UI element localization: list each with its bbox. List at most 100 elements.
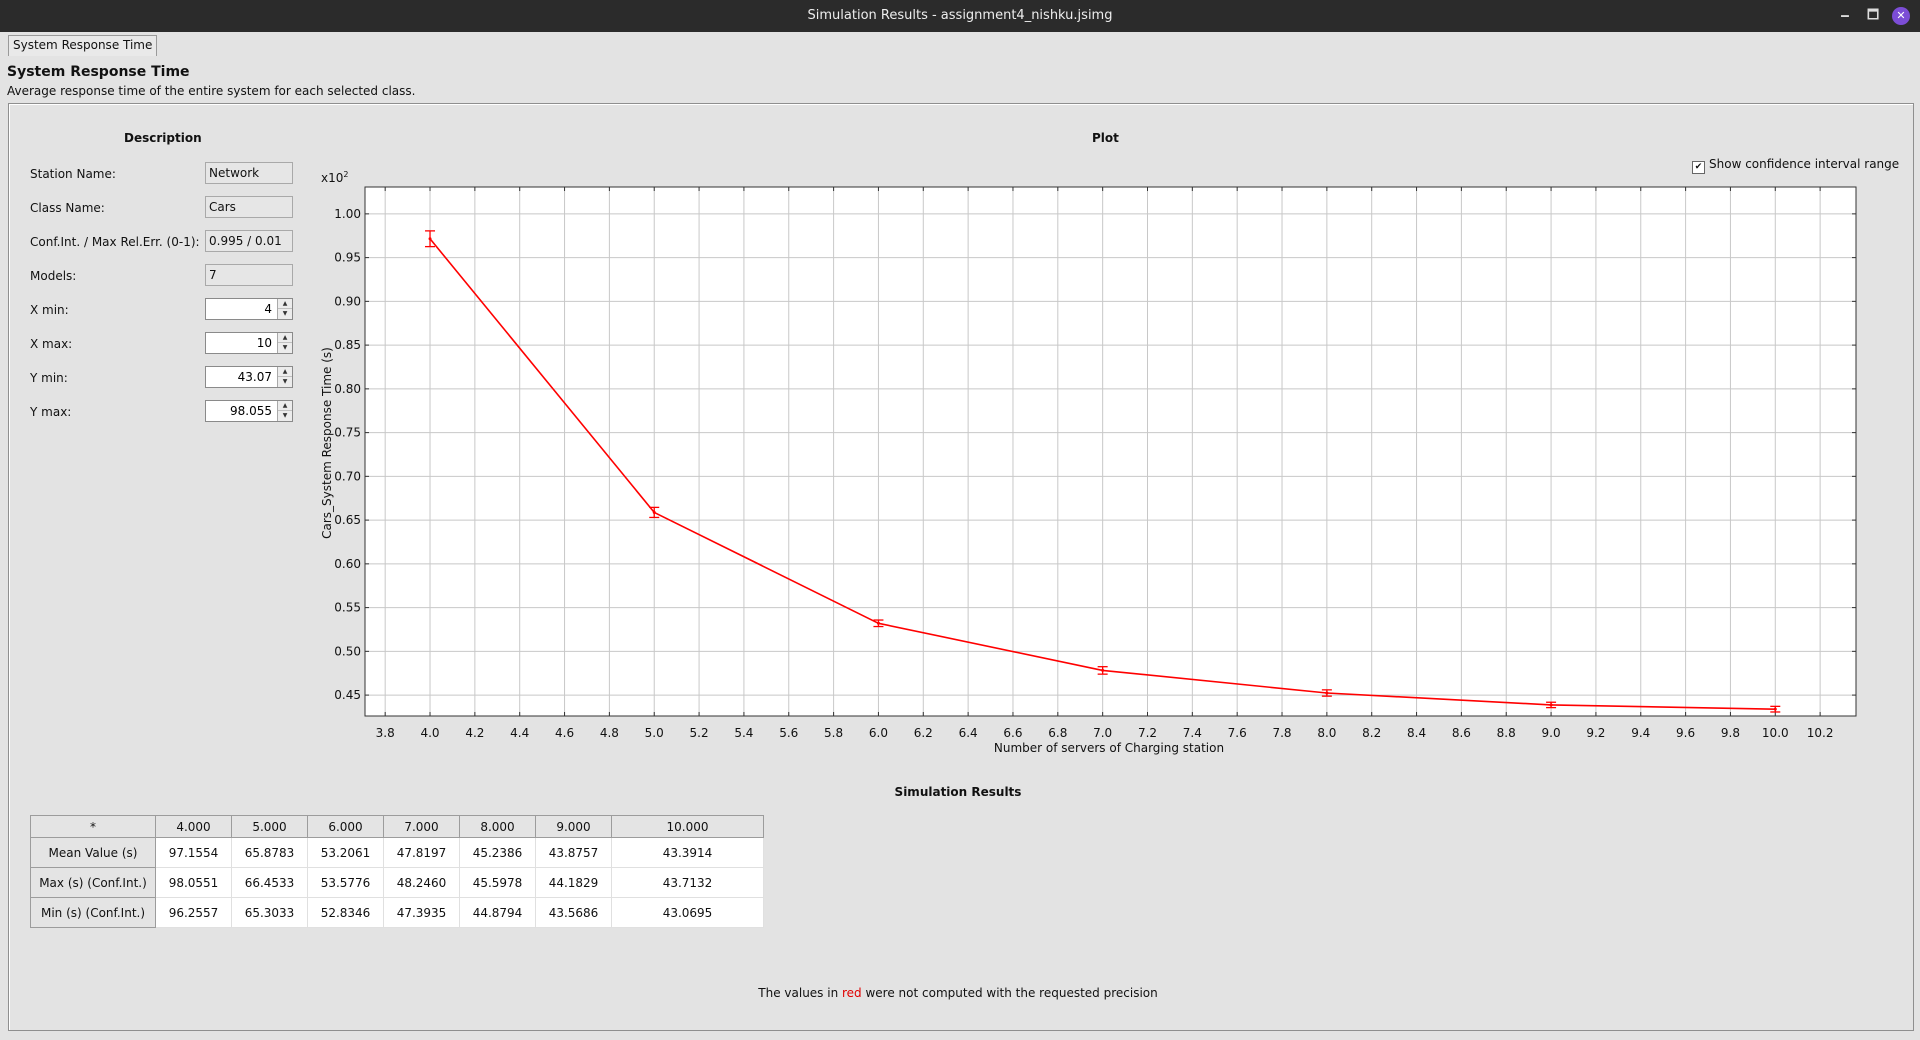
table-cell: 47.3935 xyxy=(383,897,460,928)
spinner-up-icon[interactable]: ▲ xyxy=(278,401,292,411)
x-tick-label: 4.0 xyxy=(420,726,439,740)
y-tick-label: 0.90 xyxy=(334,294,361,308)
x-tick-label: 8.6 xyxy=(1452,726,1471,740)
ymin-spinner-arrows[interactable]: ▲ ▼ xyxy=(277,367,292,387)
plot-frame xyxy=(364,186,1857,717)
x-tick-label: 7.2 xyxy=(1138,726,1157,740)
x-tick-label: 7.8 xyxy=(1272,726,1291,740)
class-name-field: Cars xyxy=(205,196,293,218)
spinner-down-icon[interactable]: ▼ xyxy=(282,412,288,419)
x-tick-label: 7.4 xyxy=(1183,726,1202,740)
table-cell: 43.8757 xyxy=(535,837,612,868)
table-cell: 45.2386 xyxy=(459,837,536,868)
x-tick-label: 7.6 xyxy=(1228,726,1247,740)
xmax-input[interactable] xyxy=(206,333,276,353)
window-title: Simulation Results - assignment4_nishku.… xyxy=(807,8,1113,23)
note-text-after: were not computed with the requested pre… xyxy=(861,986,1158,1000)
series-line-segment xyxy=(429,238,655,513)
table-cell: 53.2061 xyxy=(307,837,384,868)
spinner-down-icon[interactable]: ▼ xyxy=(282,310,288,317)
x-tick-label: 6.2 xyxy=(914,726,933,740)
ymax-spinner[interactable]: ▲ ▼ xyxy=(205,400,293,422)
y-scale-factor: x102 xyxy=(321,170,348,185)
table-header-row: * 4.000 5.000 6.000 7.000 8.000 9.000 10… xyxy=(30,815,764,838)
column-header: 4.000 xyxy=(155,815,232,838)
description-title: Description xyxy=(124,131,202,145)
data-point xyxy=(1101,668,1105,672)
table-cell: 98.0551 xyxy=(155,867,232,898)
x-tick-label: 8.0 xyxy=(1317,726,1336,740)
x-tick-label: 6.0 xyxy=(869,726,888,740)
x-tick-label: 9.6 xyxy=(1676,726,1695,740)
column-header: 5.000 xyxy=(231,815,308,838)
ymin-spinner[interactable]: ▲ ▼ xyxy=(205,366,293,388)
x-tick-label: 8.4 xyxy=(1407,726,1426,740)
table-row: Max (s) (Conf.Int.) 98.0551 66.4533 53.5… xyxy=(30,867,764,898)
ymin-input[interactable] xyxy=(206,367,276,387)
data-point xyxy=(428,237,432,241)
series-line-segment xyxy=(878,622,1103,672)
series-line-segment xyxy=(1551,704,1776,710)
xmin-spinner[interactable]: ▲ ▼ xyxy=(205,298,293,320)
y-tick-label: 0.85 xyxy=(334,338,361,352)
row-header: Mean Value (s) xyxy=(30,837,156,868)
spinner-up-icon[interactable]: ▲ xyxy=(278,333,292,343)
y-tick-label: 0.60 xyxy=(334,557,361,571)
spinner-up-icon[interactable]: ▲ xyxy=(278,299,292,309)
y-tick-label: 0.55 xyxy=(334,601,361,615)
class-name-label: Class Name: xyxy=(30,201,105,215)
y-tick-label: 0.65 xyxy=(334,513,361,527)
column-header: 9.000 xyxy=(535,815,612,838)
x-tick-label: 5.8 xyxy=(824,726,843,740)
table-cell: 96.2557 xyxy=(155,897,232,928)
y-tick-label: 0.45 xyxy=(334,688,361,702)
conf-int-label: Conf.Int. / Max Rel.Err. (0-1): xyxy=(30,235,200,249)
y-tick-label: 1.00 xyxy=(334,207,361,221)
ymax-input[interactable] xyxy=(206,401,276,421)
series-line-segment xyxy=(653,511,879,625)
minimize-icon[interactable]: 🗕 xyxy=(1840,8,1850,23)
xmin-spinner-arrows[interactable]: ▲ ▼ xyxy=(277,299,292,319)
table-cell: 47.8197 xyxy=(383,837,460,868)
row-header: Min (s) (Conf.Int.) xyxy=(30,897,156,928)
table-cell: 97.1554 xyxy=(155,837,232,868)
precision-note: The values in red were not computed with… xyxy=(758,986,1157,1000)
x-tick-label: 7.0 xyxy=(1093,726,1112,740)
column-header: 10.000 xyxy=(611,815,764,838)
table-cell: 43.7132 xyxy=(611,867,764,898)
xmax-spinner[interactable]: ▲ ▼ xyxy=(205,332,293,354)
x-tick-label: 6.4 xyxy=(959,726,978,740)
table-cell: 66.4533 xyxy=(231,867,308,898)
xmin-input[interactable] xyxy=(206,299,276,319)
page-subtitle: Average response time of the entire syst… xyxy=(7,84,416,98)
table-row: Min (s) (Conf.Int.) 96.2557 65.3033 52.8… xyxy=(30,897,764,928)
tab-strip: System Response Time xyxy=(0,32,1920,56)
tab-system-response-time[interactable]: System Response Time xyxy=(8,35,158,56)
spinner-down-icon[interactable]: ▼ xyxy=(282,344,288,351)
x-tick-label: 4.4 xyxy=(510,726,529,740)
x-tick-label: 9.8 xyxy=(1721,726,1740,740)
xmax-label: X max: xyxy=(30,337,73,351)
show-ci-checkbox[interactable]: ✔ Show confidence interval range xyxy=(1692,157,1899,174)
x-tick-label: 6.6 xyxy=(1003,726,1022,740)
column-header: 8.000 xyxy=(459,815,536,838)
maximize-icon[interactable]: 🗖 xyxy=(1866,8,1880,23)
spinner-up-icon[interactable]: ▲ xyxy=(278,367,292,377)
checkbox-check-icon[interactable]: ✔ xyxy=(1692,161,1705,174)
table-cell: 65.8783 xyxy=(231,837,308,868)
close-icon[interactable]: ✕ xyxy=(1892,7,1910,25)
ymax-spinner-arrows[interactable]: ▲ ▼ xyxy=(277,401,292,421)
table-row: Mean Value (s) 97.1554 65.8783 53.2061 4… xyxy=(30,837,764,868)
x-tick-label: 9.4 xyxy=(1631,726,1650,740)
window-titlebar: Simulation Results - assignment4_nishku.… xyxy=(0,0,1920,32)
simulation-results-title: Simulation Results xyxy=(894,785,1022,799)
spinner-down-icon[interactable]: ▼ xyxy=(282,378,288,385)
table-cell: 52.8346 xyxy=(307,897,384,928)
xmax-spinner-arrows[interactable]: ▲ ▼ xyxy=(277,333,292,353)
series-line-segment xyxy=(1102,669,1327,694)
x-tick-label: 5.6 xyxy=(779,726,798,740)
table-cell: 53.5776 xyxy=(307,867,384,898)
xmin-label: X min: xyxy=(30,303,69,317)
x-tick-label: 5.0 xyxy=(645,726,664,740)
